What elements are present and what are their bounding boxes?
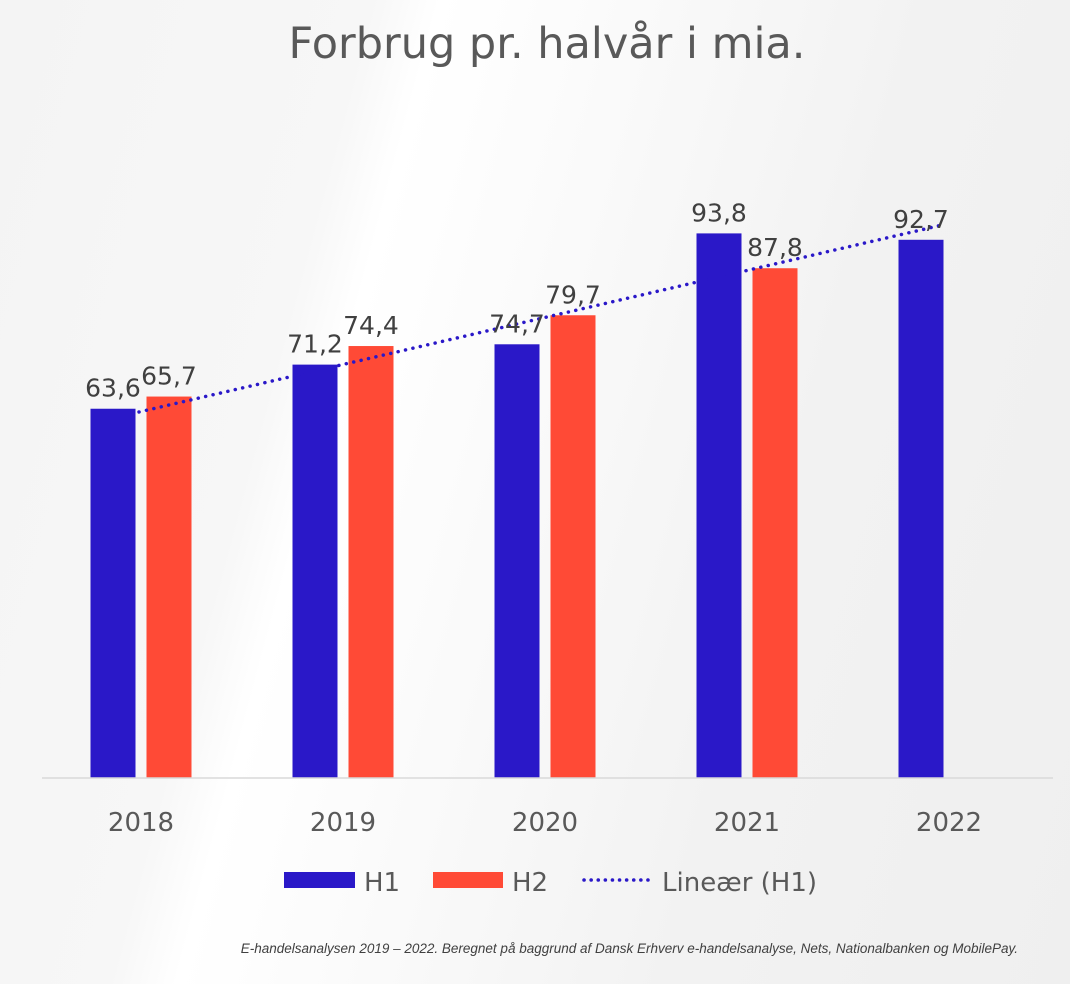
data-label: 63,6 <box>85 374 141 403</box>
bar-h2-2019 <box>348 346 394 778</box>
data-label: 71,2 <box>287 330 343 359</box>
legend-label-h1: H1 <box>364 868 400 898</box>
legend-label-trendline: Lineær (H1) <box>662 868 817 898</box>
bar-h1-2019 <box>292 364 338 778</box>
legend-swatch-h2 <box>433 872 503 888</box>
x-tick-label: 2019 <box>310 808 376 838</box>
x-tick-label: 2022 <box>916 808 982 838</box>
bar-h2-2020 <box>550 315 596 778</box>
x-tick-label: 2018 <box>108 808 174 838</box>
bar-h2-2021 <box>752 268 798 778</box>
bar-h1-2018 <box>90 408 136 778</box>
data-label: 65,7 <box>141 362 197 391</box>
bar-h2-2018 <box>146 396 192 778</box>
footnote: E-handelsanalysen 2019 – 2022. Beregnet … <box>240 941 1018 956</box>
data-label: 74,4 <box>343 311 399 340</box>
x-tick-label: 2020 <box>512 808 578 838</box>
bar-h1-2020 <box>494 344 540 778</box>
x-tick-label: 2021 <box>714 808 780 838</box>
data-label: 93,8 <box>691 198 747 227</box>
data-label: 79,7 <box>545 280 601 309</box>
legend-label-h2: H2 <box>512 868 548 898</box>
bar-h1-2022 <box>898 239 944 778</box>
trendline <box>137 222 947 414</box>
bar-h1-2021 <box>696 233 742 778</box>
legend-swatch-h1 <box>284 872 355 888</box>
data-label: 87,8 <box>747 233 803 262</box>
data-label: 92,7 <box>893 205 949 234</box>
data-label: 74,7 <box>489 309 545 338</box>
chart-title: Forbrug pr. halvår i mia. <box>289 19 806 69</box>
